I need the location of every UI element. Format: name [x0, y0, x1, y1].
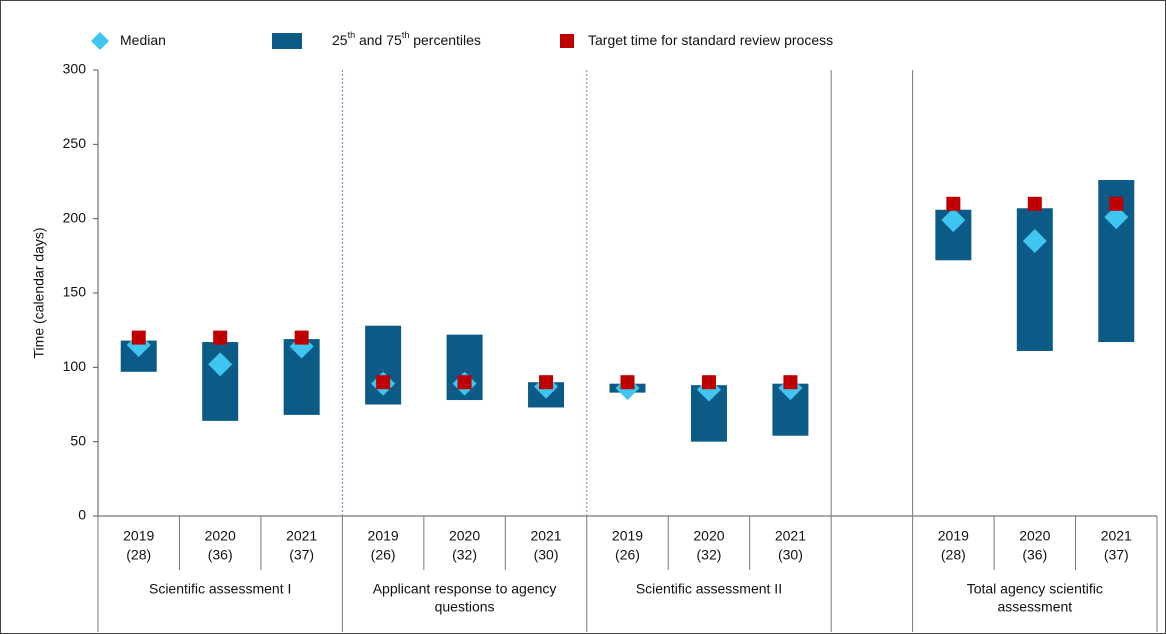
target-marker: [376, 375, 391, 390]
legend-marker: [91, 32, 109, 50]
x-tick-count: (26): [371, 547, 396, 563]
x-tick-label: 2021: [286, 528, 317, 544]
x-tick-label: 2021: [1101, 528, 1132, 544]
x-tick-count: (26): [615, 547, 640, 563]
legend-label: Target time for standard review process: [588, 32, 833, 48]
median-marker: [1022, 228, 1047, 253]
group-label: Scientific assessment I: [149, 581, 291, 597]
x-tick-label: 2019: [123, 528, 154, 544]
y-axis-label: Time (calendar days): [31, 228, 47, 359]
target-marker: [1109, 196, 1124, 211]
target-marker: [294, 330, 309, 345]
target-marker: [946, 196, 961, 211]
group-label: questions: [435, 599, 495, 615]
target-marker: [539, 375, 554, 390]
x-tick-count: (36): [208, 547, 233, 563]
target-marker: [701, 375, 716, 390]
target-marker: [131, 330, 146, 345]
x-tick-label: 2020: [449, 528, 480, 544]
x-tick-count: (28): [126, 547, 151, 563]
y-tick-label: 150: [63, 284, 87, 300]
y-tick-label: 0: [78, 507, 86, 523]
median-marker: [941, 208, 966, 233]
x-tick-count: (30): [778, 547, 803, 563]
x-tick-label: 2019: [612, 528, 643, 544]
target-marker: [783, 375, 798, 390]
target-marker: [457, 375, 472, 390]
y-tick-label: 50: [70, 432, 86, 448]
x-tick-label: 2020: [693, 528, 724, 544]
y-tick-label: 300: [63, 61, 87, 77]
legend-marker: [560, 34, 574, 48]
group-label: Scientific assessment II: [636, 581, 782, 597]
x-tick-count: (30): [534, 547, 559, 563]
target-marker: [1027, 196, 1042, 211]
median-marker: [208, 352, 233, 377]
y-tick-label: 100: [63, 358, 87, 374]
x-tick-count: (32): [452, 547, 477, 563]
x-tick-label: 2021: [775, 528, 806, 544]
legend-label: Median: [120, 32, 166, 48]
x-tick-count: (37): [289, 547, 314, 563]
x-tick-count: (37): [1104, 547, 1129, 563]
x-tick-label: 2019: [938, 528, 969, 544]
target-marker: [213, 330, 228, 345]
x-tick-count: (28): [941, 547, 966, 563]
group-label: assessment: [997, 599, 1072, 615]
group-label: Applicant response to agency: [373, 581, 557, 597]
group-label: Total agency scientific: [967, 581, 1103, 597]
target-marker: [620, 375, 635, 390]
x-tick-label: 2019: [368, 528, 399, 544]
x-tick-count: (32): [697, 547, 722, 563]
x-tick-label: 2020: [1019, 528, 1050, 544]
legend-label: 25th and 75th percentiles: [332, 30, 481, 47]
x-tick-label: 2021: [530, 528, 561, 544]
median-marker: [1104, 205, 1129, 230]
x-tick-count: (36): [1022, 547, 1047, 563]
legend-marker: [272, 33, 302, 49]
y-tick-label: 200: [63, 209, 87, 225]
y-tick-label: 250: [63, 135, 87, 151]
x-tick-label: 2020: [205, 528, 236, 544]
